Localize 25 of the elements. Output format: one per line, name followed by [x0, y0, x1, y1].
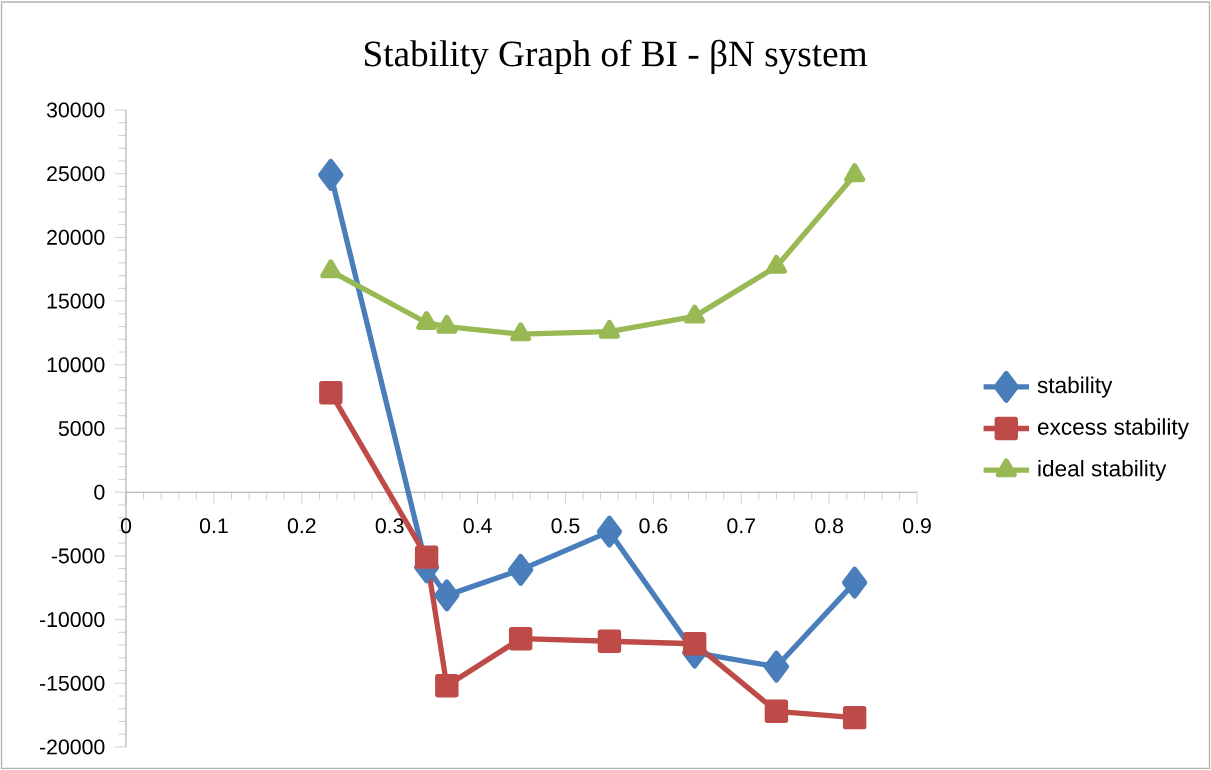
legend-label: excess stability: [1037, 418, 1189, 440]
legend-label: ideal stability: [1038, 459, 1167, 482]
y-tick-label: 10000: [47, 357, 105, 373]
y-tick-label: 5000: [58, 420, 105, 437]
y-tick-label: -5000: [51, 548, 105, 564]
x-tick-label: 0.6: [639, 518, 668, 534]
x-tick-label: 0.4: [463, 518, 492, 534]
y-tick-label: 20000: [47, 229, 105, 245]
y-tick-label: 25000: [47, 166, 105, 182]
x-tick-label: 0.9: [903, 518, 931, 534]
x-tick-label: 0.2: [287, 518, 316, 534]
chart-title: Stability Graph of BI - βN system: [365, 39, 868, 75]
x-tick-label: 0.7: [727, 518, 755, 534]
y-tick-label: 30000: [46, 102, 105, 118]
legend-label: stability: [1037, 376, 1113, 398]
x-tick-label: 0: [120, 518, 132, 534]
x-tick-label: 0.3: [375, 518, 404, 534]
x-tick-label: 0.8: [815, 518, 843, 534]
x-tick-label: 0.5: [551, 518, 580, 534]
y-tick-label: 15000: [47, 293, 105, 309]
y-tick-label: -20000: [39, 739, 105, 755]
y-tick-label: -10000: [39, 612, 105, 628]
y-tick-label: 0: [94, 484, 105, 500]
y-tick-label: -15000: [39, 675, 105, 691]
x-tick-label: 0.1: [199, 518, 228, 534]
